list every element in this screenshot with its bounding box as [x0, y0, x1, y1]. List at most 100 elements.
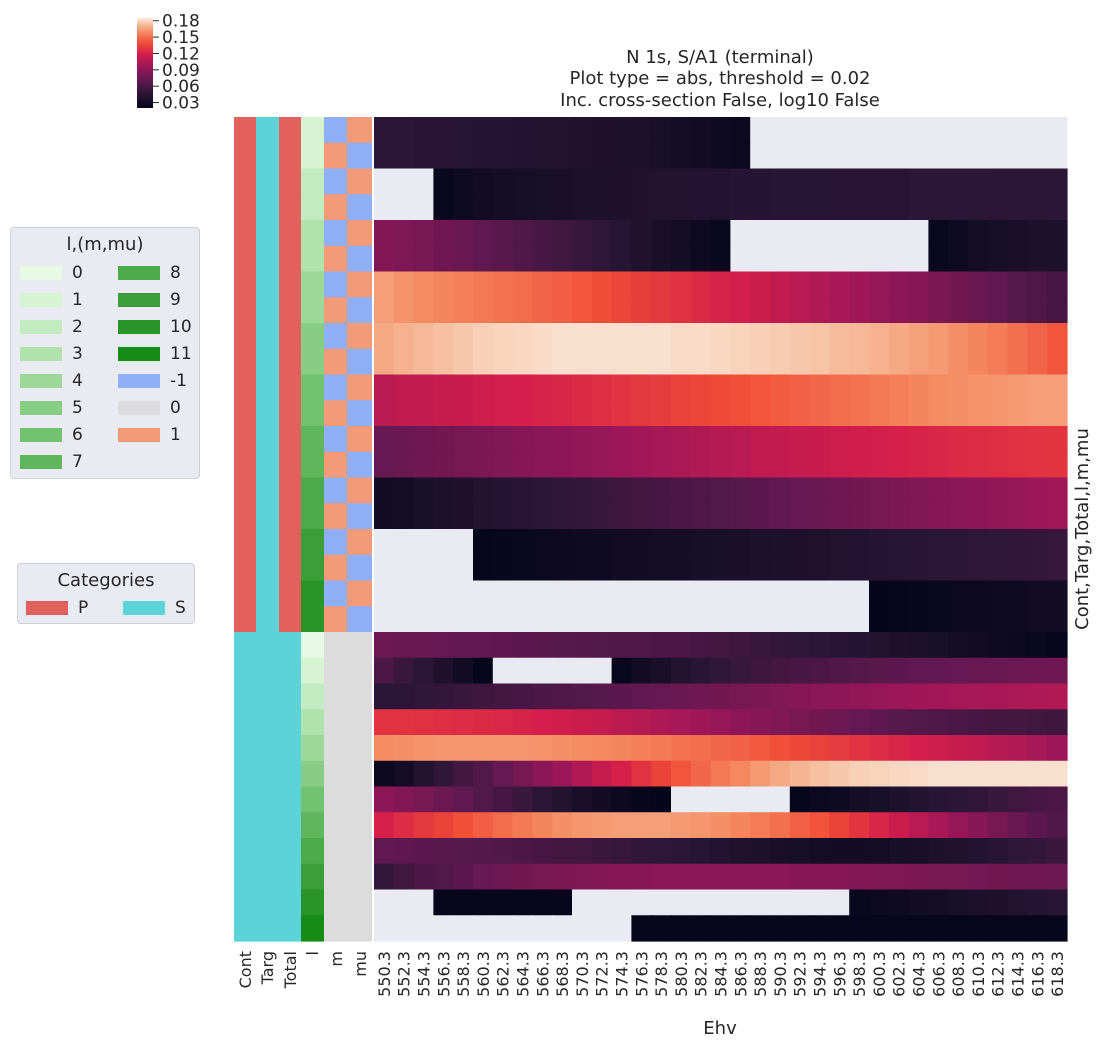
heatmap-cell — [809, 168, 830, 195]
heatmap-cell — [671, 915, 692, 942]
heatmap-cell — [1047, 863, 1068, 891]
heatmap-cell — [374, 529, 395, 556]
heatmap-cell — [552, 374, 573, 401]
heatmap-cell — [1027, 735, 1048, 762]
heatmap-cell — [908, 580, 929, 607]
annot-total-cell — [279, 606, 301, 633]
heatmap-cell — [869, 194, 890, 221]
annot-mu-cell — [347, 194, 372, 221]
annot-mu-cell — [347, 503, 372, 530]
heatmap-cell — [631, 323, 652, 350]
heatmap-cell — [770, 863, 791, 891]
heatmap-cell — [393, 554, 415, 582]
heatmap-cell — [552, 709, 573, 736]
heatmap-cell — [631, 683, 652, 710]
heatmap-cell — [671, 863, 692, 891]
annot-total-cell — [279, 142, 301, 170]
heatmap-cell — [1027, 271, 1048, 298]
heatmap-cell — [750, 503, 771, 530]
heatmap-cell — [433, 529, 454, 556]
heatmap-cell — [888, 477, 910, 504]
heatmap-cell — [1047, 323, 1068, 350]
heatmap-cell — [829, 400, 850, 427]
annot-targ-cell — [256, 915, 279, 942]
heatmap-cell — [374, 426, 395, 453]
heatmap-cell — [789, 915, 811, 942]
heatmap-cell — [393, 323, 415, 350]
heatmap-cell — [948, 426, 969, 453]
heatmap-cell — [433, 632, 454, 659]
heatmap-cell — [750, 632, 771, 659]
annot-tick-label: mu — [351, 951, 370, 977]
heatmap-cell — [1027, 117, 1048, 144]
heatmap-cell — [492, 554, 514, 582]
heatmap-cell — [928, 709, 949, 736]
heatmap-cell — [750, 297, 771, 324]
heatmap-cell — [374, 168, 395, 195]
heatmap-cell — [572, 735, 593, 762]
annot-l-cell — [301, 168, 324, 195]
annot-l-cell — [301, 863, 324, 891]
heatmap-cell — [888, 451, 910, 479]
heatmap-cell — [473, 709, 494, 736]
heatmap-cell — [987, 760, 1009, 788]
heatmap-cell — [393, 271, 415, 298]
heatmap-cell — [809, 760, 830, 788]
heatmap-cell — [651, 915, 672, 942]
annot-m-cell — [324, 297, 347, 324]
heatmap-cell — [532, 271, 553, 298]
heatmap-cell — [512, 735, 533, 762]
annot-cont-cell — [234, 323, 256, 350]
heatmap-cell — [1047, 580, 1068, 607]
heatmap-cell — [611, 632, 632, 659]
heatmap-cell — [393, 632, 415, 659]
heatmap-cell — [413, 297, 434, 324]
heatmap-cell — [374, 297, 395, 324]
x-tick-label: 580.3 — [672, 951, 691, 997]
heatmap-cell — [1047, 709, 1068, 736]
heatmap-cell — [393, 786, 415, 813]
heatmap-cell — [393, 683, 415, 710]
x-tick-label: 612.3 — [989, 951, 1008, 997]
heatmap-cell — [413, 760, 434, 788]
heatmap-cell — [987, 863, 1009, 891]
heatmap-cell — [908, 863, 929, 891]
heatmap-cell — [987, 915, 1009, 942]
heatmap-cell — [433, 297, 454, 324]
heatmap-cell — [492, 606, 514, 633]
heatmap-cell — [770, 245, 791, 273]
annot-mu-cell — [347, 477, 372, 504]
heatmap-cell — [374, 194, 395, 221]
heatmap-cell — [492, 245, 514, 273]
x-tick-label: 574.3 — [613, 951, 632, 997]
heatmap-cell — [473, 271, 494, 298]
heatmap-cell — [611, 400, 632, 427]
heatmap-cell — [770, 580, 791, 607]
heatmap-cell — [789, 220, 811, 247]
annot-mu-cell — [347, 889, 372, 916]
heatmap-cell — [591, 142, 613, 170]
heatmap-cell — [789, 142, 811, 170]
heatmap-cell — [849, 580, 870, 607]
annot-m-cell — [324, 348, 347, 376]
heatmap-cell — [789, 889, 811, 916]
heatmap-cell — [512, 889, 533, 916]
heatmap-cell — [809, 580, 830, 607]
heatmap-cell — [948, 580, 969, 607]
heatmap-cell — [1047, 142, 1068, 170]
heatmap-cell — [671, 245, 692, 273]
heatmap-cell — [829, 374, 850, 401]
heatmap-cell — [651, 812, 672, 839]
heatmap-cell — [750, 142, 771, 170]
annot-cont-cell — [234, 657, 256, 685]
heatmap-cell — [809, 451, 830, 479]
heatmap-cell — [710, 426, 731, 453]
heatmap-cell — [532, 786, 553, 813]
heatmap-cell — [631, 477, 652, 504]
heatmap-cell — [690, 554, 712, 582]
heatmap-cell — [987, 606, 1009, 633]
heatmap-cell — [928, 477, 949, 504]
heatmap-cell — [374, 632, 395, 659]
heatmap-cell — [374, 554, 395, 582]
heatmap-cell — [750, 838, 771, 865]
